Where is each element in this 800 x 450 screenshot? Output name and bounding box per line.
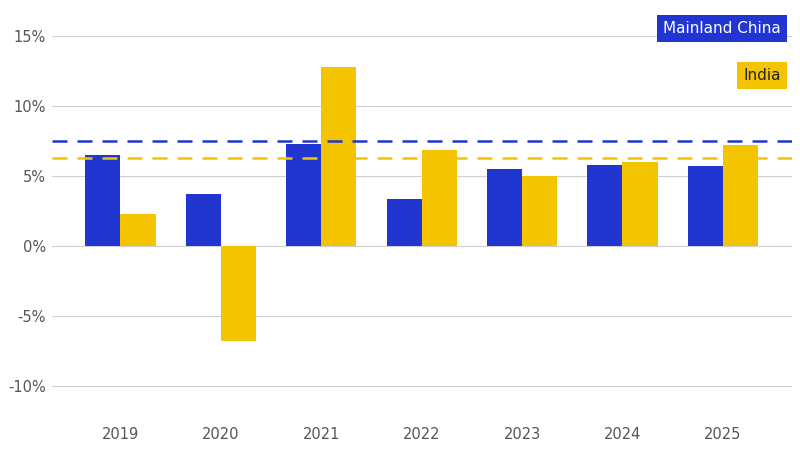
Bar bbox=[723, 145, 758, 246]
Bar bbox=[86, 155, 121, 246]
Bar bbox=[487, 169, 522, 246]
Bar bbox=[522, 176, 558, 246]
Bar bbox=[286, 144, 322, 246]
Bar bbox=[386, 198, 422, 246]
Text: India: India bbox=[743, 68, 781, 83]
Bar bbox=[186, 194, 221, 246]
Bar bbox=[422, 150, 457, 246]
Bar bbox=[322, 67, 356, 246]
Bar bbox=[121, 214, 155, 246]
Bar bbox=[688, 166, 723, 246]
Bar bbox=[221, 246, 256, 342]
Bar bbox=[587, 165, 622, 246]
Bar bbox=[622, 162, 658, 246]
Text: Mainland China: Mainland China bbox=[663, 21, 781, 36]
